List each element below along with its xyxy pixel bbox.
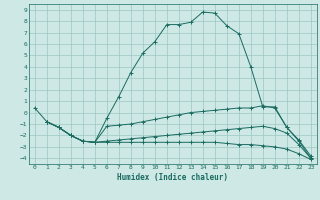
X-axis label: Humidex (Indice chaleur): Humidex (Indice chaleur) [117, 173, 228, 182]
